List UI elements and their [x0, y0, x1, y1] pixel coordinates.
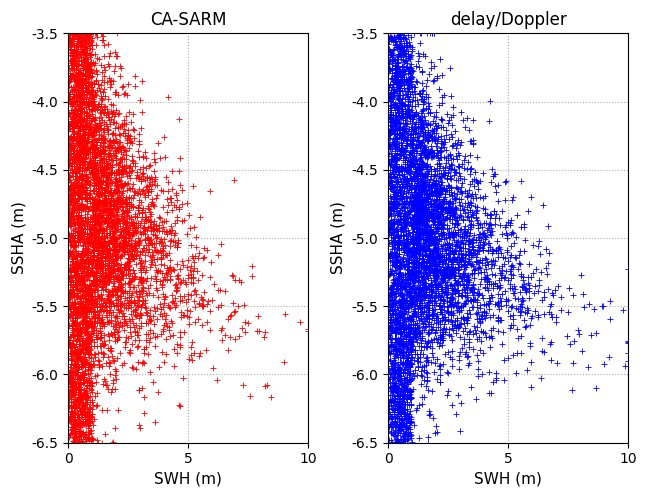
X-axis label: SWH (m): SWH (m) — [474, 472, 542, 487]
Y-axis label: SSHA (m): SSHA (m) — [331, 202, 346, 274]
X-axis label: SWH (m): SWH (m) — [154, 472, 222, 487]
Y-axis label: SSHA (m): SSHA (m) — [11, 202, 26, 274]
Title: delay/Doppler: delay/Doppler — [450, 11, 566, 29]
Title: CA-SARM: CA-SARM — [150, 11, 227, 29]
